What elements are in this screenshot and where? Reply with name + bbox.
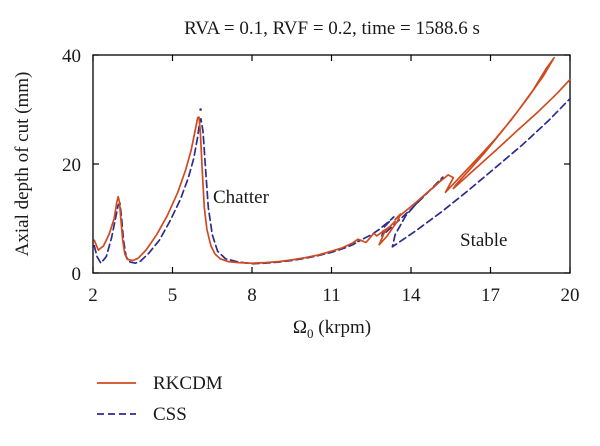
series-line-rkcdm [93,56,571,265]
chart-title: RVA = 0.1, RVF = 0.2, time = 1588.6 s [184,18,480,39]
x-tick-label: 11 [322,285,340,306]
y-axis-ticks: 0 20 40 [62,46,570,285]
x-axis-label-symbol: Ω [293,317,307,338]
x-tick-label: 17 [481,285,500,306]
y-tick-label: 40 [62,46,81,67]
x-axis-label: Ω0 (krpm) [293,317,371,341]
x-axis-ticks: 2 5 8 11 14 17 20 [88,55,580,306]
x-tick-label: 14 [402,285,422,306]
x-tick-label: 8 [247,285,257,306]
legend: RKCDM CSS [97,373,223,425]
x-tick-label: 5 [168,285,178,306]
x-axis-label-subscript: 0 [307,326,314,341]
x-tick-label: 20 [561,285,580,306]
y-tick-label: 20 [62,155,81,176]
annotation-stable: Stable [460,230,508,251]
legend-label-css: CSS [153,404,187,425]
rkcdm-spike-dot [199,108,202,111]
x-tick-label: 2 [88,285,98,306]
series-layer [93,56,571,265]
x-axis-label-unit: (krpm) [314,317,372,338]
legend-label-rkcdm: RKCDM [153,373,223,394]
y-axis-label: Axial depth of cut (mm) [12,72,33,257]
y-tick-label: 0 [72,264,82,285]
annotation-chatter: Chatter [213,187,270,208]
